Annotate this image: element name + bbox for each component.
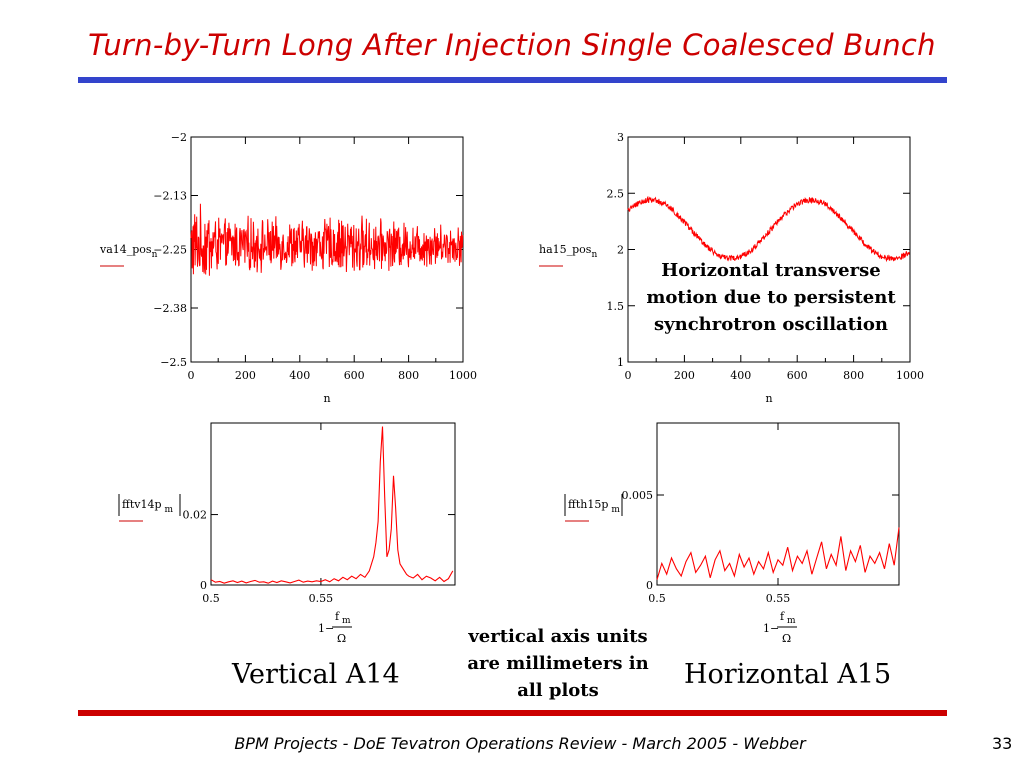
series-line-fftv14 [210,426,454,584]
y-axis-label: va14_posn [99,243,158,260]
horizontal-motion-annotation: Horizontal transverse motion due to pers… [646,260,896,335]
x-tick-label: 800 [398,369,419,382]
x-tick-label: 0 [188,369,195,382]
y-tick-label: −2 [171,131,187,144]
y-axis-label: ffth15p m [568,498,620,515]
x-tick-label: 200 [235,369,256,382]
y-tick-label: 0.005 [622,489,654,502]
x-tick-label: 600 [344,369,365,382]
y-axis-label: ha15_posn [539,243,597,260]
units-annotation: vertical axis units are millimeters in a… [467,626,649,701]
x-label-prefix: 1− [763,622,779,635]
y-tick-label: 3 [617,131,624,144]
y-tick-label: 0.02 [183,509,208,522]
x-tick-label: 400 [730,369,751,382]
slide-title: Turn-by-Turn Long After Injection Single… [88,28,936,62]
x-tick-label: 0.55 [309,592,334,605]
footer: BPM Projects - DoE Tevatron Operations R… [234,734,806,753]
x-label-numerator-sub: m [787,616,796,626]
chart-ffth15: 0.005 00.5 0.55 ffth15p m f mΩ1− [564,422,900,645]
chart-fftv14: 0.02 00.5 0.55 fftv14p m f mΩ1− [118,422,456,645]
y-tick-label: −2.13 [153,190,187,203]
chart-va14: −2 −2.13 −2.25 −2.38 −2.50 200 400 600 800 1000 va… [99,131,477,405]
y-tick-label: 0 [200,579,207,592]
title-rule [78,77,947,83]
x-tick-label: 1000 [896,369,924,382]
y-tick-label: 0 [646,579,653,592]
y-tick-label: −2.38 [153,302,187,315]
y-tick-label: −2.25 [153,244,187,257]
y-tick-label: −2.5 [160,356,187,369]
x-label-prefix: 1− [318,622,334,635]
x-tick-label: 800 [843,369,864,382]
x-tick-label: 0.5 [202,592,220,605]
y-axis-label: fftv14p m [122,498,174,515]
y-tick-label: 1 [617,356,624,369]
y-tick-label: 1.5 [607,300,625,313]
caption-vertical: Vertical A14 [232,659,400,690]
x-label-denominator: Ω [337,632,346,645]
x-label-numerator-sub: m [342,616,351,626]
x-axis-label: n [765,392,772,405]
x-tick-label: 400 [289,369,310,382]
plot-frame [210,422,456,586]
x-label-denominator: Ω [782,632,791,645]
series-line-va14 [190,203,464,276]
y-tick-label: 2 [617,244,624,257]
series-line-ha15 [627,195,911,263]
caption-horizontal: Horizontal A15 [684,659,892,690]
page-number: 33 [992,734,1013,753]
x-axis-label: n [323,392,330,405]
x-tick-label: 600 [787,369,808,382]
series-line-ffth15 [656,527,900,580]
y-tick-label: 2.5 [607,187,625,200]
x-tick-label: 0.55 [766,592,791,605]
bottom-rule [78,710,947,716]
x-tick-label: 1000 [449,369,477,382]
x-label-numerator: f [780,610,785,623]
x-tick-label: 0.5 [648,592,666,605]
x-tick-label: 200 [674,369,695,382]
x-tick-label: 0 [625,369,632,382]
x-label-numerator: f [335,610,340,623]
